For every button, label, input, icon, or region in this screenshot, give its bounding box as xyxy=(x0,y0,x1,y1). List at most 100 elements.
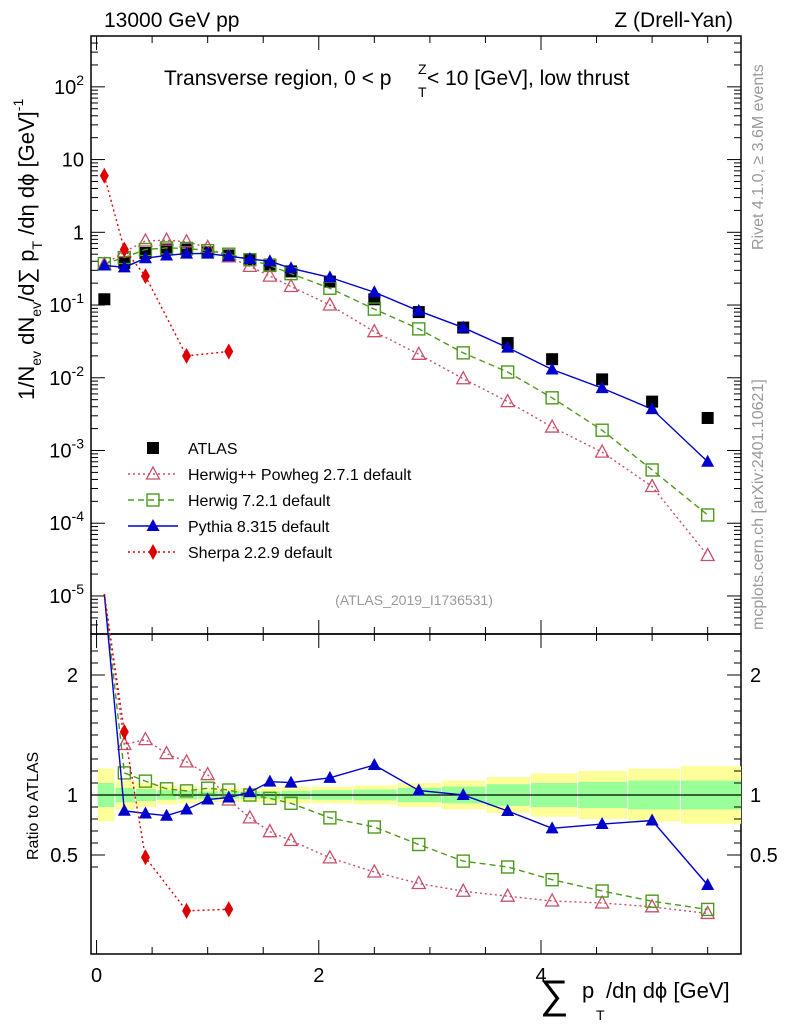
data-point xyxy=(596,373,609,386)
data-point xyxy=(201,792,215,805)
rivet-label: Rivet 4.1.0, ≥ 3.6M events xyxy=(750,64,767,250)
data-point xyxy=(701,411,714,424)
data-point xyxy=(456,346,470,360)
data-point xyxy=(645,813,659,826)
data-point xyxy=(545,821,559,834)
data-point xyxy=(147,442,159,454)
data-point xyxy=(284,261,298,274)
data-point xyxy=(140,849,150,866)
data-point xyxy=(180,246,194,259)
xlabel-T-sub: T xyxy=(596,1007,605,1023)
data-point xyxy=(645,894,659,908)
data-point xyxy=(700,508,715,522)
svg-text:1/Nev dNev/d∑ pT /dη dϕ [GeV]: 1/Nev dNev/d∑ pT /dη dϕ [GeV]-1 xyxy=(10,99,45,400)
data-point xyxy=(645,402,659,415)
data-point xyxy=(544,892,560,907)
ylabel-tail: /dη dϕ [GeV] xyxy=(14,111,39,241)
data-point xyxy=(412,303,426,316)
y-tick-label: 10-4 xyxy=(49,508,84,535)
data-point xyxy=(158,745,175,760)
data-point xyxy=(145,465,161,480)
data-point xyxy=(99,167,109,184)
data-point xyxy=(137,232,154,247)
data-point xyxy=(455,882,471,897)
data-point xyxy=(500,860,515,874)
ratio-tick-label-right: 1 xyxy=(750,785,761,807)
legend-label: Pythia 8.315 default xyxy=(188,519,330,536)
series-3 xyxy=(97,246,715,467)
data-point xyxy=(201,246,215,259)
region-title-main: Transverse region, 0 < p xyxy=(164,67,391,90)
data-point xyxy=(263,774,277,787)
x-tick-label: 0 xyxy=(91,965,102,987)
data-point xyxy=(366,863,382,878)
ylabel-sum: /d∑ p xyxy=(14,250,39,302)
data-point xyxy=(284,796,298,810)
data-point xyxy=(322,296,338,311)
data-point xyxy=(367,302,382,316)
data-point xyxy=(283,278,299,293)
data-point xyxy=(138,774,153,788)
data-point xyxy=(242,809,258,824)
data-point xyxy=(501,804,515,816)
data-point xyxy=(546,353,559,366)
data-point xyxy=(146,493,160,507)
axes: 0 2 4 10-5 10-4 10-3 10-2 10-1 1 10 102 0.5 0.5 1 1 2 2 xyxy=(49,35,778,987)
data-point xyxy=(455,370,471,385)
y-tick-label: 102 xyxy=(54,72,84,99)
ratio-tick-label: 0.5 xyxy=(50,845,78,867)
data-point xyxy=(700,905,716,920)
analysis-watermark: (ATLAS_2019_I1736531) xyxy=(335,592,493,608)
data-point xyxy=(323,811,337,825)
series-line xyxy=(104,252,709,463)
data-point xyxy=(283,832,299,847)
data-point xyxy=(119,723,129,740)
data-point xyxy=(243,785,257,798)
data-point xyxy=(178,753,195,768)
ylabel-T-sub: T xyxy=(29,241,45,250)
data-point xyxy=(595,884,609,898)
data-point xyxy=(367,820,382,834)
xlabel-p: p xyxy=(582,978,594,1003)
data-point xyxy=(159,782,174,796)
data-point xyxy=(456,788,470,800)
legend: ATLAS Herwig++ Powheg 2.7.1 default Herwig… xyxy=(128,441,412,562)
ratio-series-4 xyxy=(103,593,234,919)
data-point xyxy=(456,320,470,333)
data-point xyxy=(700,547,716,562)
data-point xyxy=(644,898,660,913)
data-point xyxy=(594,894,610,909)
data-point xyxy=(411,345,427,360)
legend-label: ATLAS xyxy=(188,441,238,458)
data-point xyxy=(545,872,559,887)
data-point xyxy=(595,817,609,830)
data-point xyxy=(500,887,516,902)
data-point xyxy=(140,268,150,285)
data-point xyxy=(182,347,192,364)
ylabel-part: 1/N xyxy=(14,366,39,400)
data-point xyxy=(701,878,715,890)
header-left: 13000 GeV pp xyxy=(104,9,239,32)
data-point xyxy=(117,260,131,273)
xlabel: ∑ p T /dη dϕ [GeV] xyxy=(540,973,730,1023)
mcplots-label: mcplots.cern.ch [arXiv:2401.10621] xyxy=(750,379,767,630)
ratio-line xyxy=(103,593,708,915)
data-point xyxy=(182,902,192,919)
ratio-line xyxy=(103,593,708,911)
data-point xyxy=(97,258,111,271)
data-point xyxy=(322,849,338,864)
data-point xyxy=(644,478,660,493)
data-point xyxy=(594,443,610,458)
y-tick-label: 10-5 xyxy=(49,581,84,608)
data-point xyxy=(411,875,427,890)
data-point xyxy=(701,454,715,467)
region-title-tail: < 10 [GeV], low thrust xyxy=(427,67,630,90)
series-line xyxy=(104,247,709,516)
y-tick-label: 10 xyxy=(62,150,84,172)
ratio-line xyxy=(103,593,229,912)
xlabel-tail: /dη dϕ [GeV] xyxy=(606,978,730,1003)
data-point xyxy=(500,393,516,408)
ratio-series-1 xyxy=(103,593,716,920)
data-point xyxy=(263,791,277,806)
